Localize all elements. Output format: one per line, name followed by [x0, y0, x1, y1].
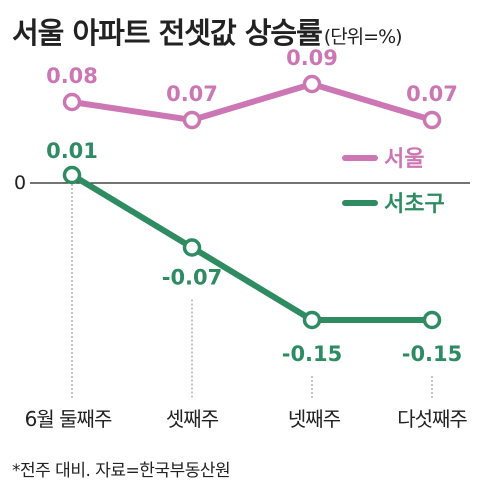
seocho-point	[422, 310, 442, 330]
seocho-data-label: -0.07	[162, 266, 223, 290]
seocho-data-label: 0.01	[46, 139, 98, 163]
seocho-legend-label: 서초구	[384, 192, 445, 217]
footnote: *전주 대비. 자료=한국부동산원	[12, 461, 231, 481]
seoul-data-label: 0.09	[286, 46, 338, 70]
chart-title: 서울 아파트 전셋값 상승률 (단위=%)	[12, 10, 403, 52]
x-tick-label: 넷째주	[288, 407, 341, 431]
x-tick-label: 다섯째주	[397, 407, 467, 431]
chart-unit: (단위=%)	[323, 26, 403, 48]
seoul-data-label: 0.07	[406, 82, 458, 106]
seoul-point	[182, 110, 202, 130]
seocho-point	[62, 165, 82, 185]
seoul-point	[422, 110, 442, 130]
seoul-data-label: 0.07	[166, 82, 218, 106]
seoul-point	[62, 92, 82, 112]
zero-tick-label: 0	[14, 172, 26, 194]
seocho-data-label: -0.15	[402, 342, 463, 366]
x-tick-label: 셋째주	[166, 407, 219, 431]
seoul-legend-label: 서울	[384, 147, 424, 172]
seoul-series-line	[69, 81, 435, 123]
seocho-series-line	[69, 172, 435, 323]
seocho-data-label: -0.15	[282, 342, 343, 366]
x-tick-label: 6월 둘째주	[25, 407, 112, 431]
seoul-data-label: 0.08	[46, 64, 98, 88]
chart-title-text: 서울 아파트 전셋값 상승률	[12, 16, 323, 50]
seocho-point	[302, 310, 322, 330]
seocho-point	[182, 238, 202, 257]
seoul-point	[302, 74, 322, 94]
